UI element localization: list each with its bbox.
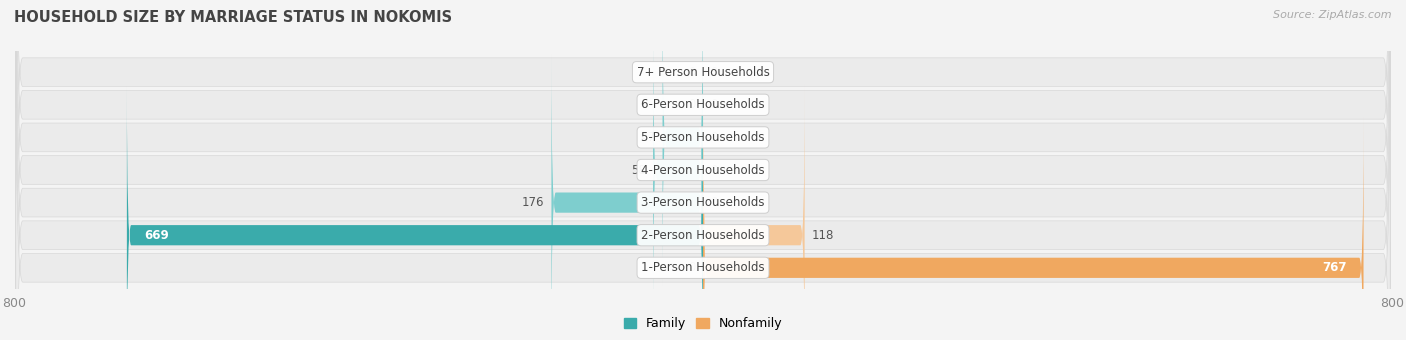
FancyBboxPatch shape	[662, 0, 703, 289]
Text: 176: 176	[522, 196, 544, 209]
Text: 0: 0	[689, 66, 696, 79]
Legend: Family, Nonfamily: Family, Nonfamily	[619, 312, 787, 335]
Text: 5-Person Households: 5-Person Households	[641, 131, 765, 144]
Text: 1-Person Households: 1-Person Households	[641, 261, 765, 274]
FancyBboxPatch shape	[652, 18, 703, 322]
FancyBboxPatch shape	[15, 0, 1391, 340]
FancyBboxPatch shape	[15, 0, 1391, 340]
FancyBboxPatch shape	[15, 21, 1391, 340]
FancyBboxPatch shape	[551, 51, 703, 340]
Text: 6-Person Households: 6-Person Households	[641, 98, 765, 111]
Text: 4-Person Households: 4-Person Households	[641, 164, 765, 176]
FancyBboxPatch shape	[15, 0, 1391, 340]
Text: 2-Person Households: 2-Person Households	[641, 229, 765, 242]
Text: 0: 0	[710, 131, 717, 144]
Text: 0: 0	[710, 66, 717, 79]
Text: 767: 767	[1322, 261, 1347, 274]
Text: 0: 0	[710, 98, 717, 111]
Text: 0: 0	[689, 261, 696, 274]
FancyBboxPatch shape	[15, 0, 1391, 340]
Text: Source: ZipAtlas.com: Source: ZipAtlas.com	[1274, 10, 1392, 20]
Text: 0: 0	[710, 164, 717, 176]
Text: 3-Person Households: 3-Person Households	[641, 196, 765, 209]
Text: 58: 58	[631, 164, 647, 176]
FancyBboxPatch shape	[703, 116, 1364, 340]
FancyBboxPatch shape	[15, 0, 1391, 340]
Text: 7+ Person Households: 7+ Person Households	[637, 66, 769, 79]
Text: 118: 118	[811, 229, 834, 242]
FancyBboxPatch shape	[703, 84, 804, 340]
Text: 669: 669	[143, 229, 169, 242]
Text: 0: 0	[689, 98, 696, 111]
FancyBboxPatch shape	[127, 84, 703, 340]
FancyBboxPatch shape	[15, 0, 1391, 319]
Text: 0: 0	[710, 196, 717, 209]
Text: HOUSEHOLD SIZE BY MARRIAGE STATUS IN NOKOMIS: HOUSEHOLD SIZE BY MARRIAGE STATUS IN NOK…	[14, 10, 453, 25]
Text: 47: 47	[641, 131, 655, 144]
